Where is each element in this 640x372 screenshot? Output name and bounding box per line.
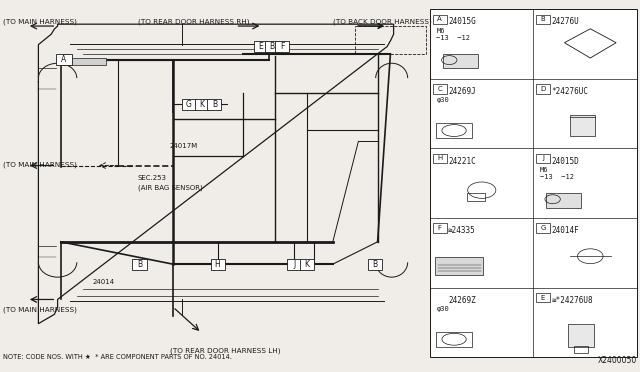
- Text: 24015D: 24015D: [552, 157, 579, 166]
- Text: φ30: φ30: [436, 306, 449, 312]
- Bar: [287, 259, 301, 270]
- Bar: [368, 259, 382, 270]
- Bar: [435, 257, 483, 275]
- Bar: [536, 15, 550, 24]
- Text: NOTE: CODE NOS. WITH ★  * ARE COMPONENT PARTS OF NO. 24014.: NOTE: CODE NOS. WITH ★ * ARE COMPONENT P…: [3, 354, 232, 360]
- Text: X2400050: X2400050: [598, 356, 637, 365]
- Text: 24276U: 24276U: [552, 17, 579, 26]
- Text: 24017M: 24017M: [170, 143, 198, 149]
- Bar: [300, 259, 314, 270]
- Bar: [568, 324, 595, 347]
- Text: 24014: 24014: [93, 279, 115, 285]
- Text: 24014F: 24014F: [552, 226, 579, 235]
- Text: (AIR BAG SENSOR): (AIR BAG SENSOR): [138, 184, 202, 190]
- Text: H: H: [437, 155, 442, 161]
- Text: (TO MAIN HARNESS): (TO MAIN HARNESS): [3, 162, 77, 168]
- Text: E: E: [541, 295, 545, 301]
- Text: M6
−13  −12: M6 −13 −12: [436, 28, 470, 41]
- Bar: [254, 41, 268, 52]
- Text: ≅24335: ≅24335: [448, 226, 476, 235]
- Bar: [433, 223, 447, 233]
- Bar: [182, 99, 196, 110]
- Bar: [433, 154, 447, 163]
- Text: G: G: [186, 100, 192, 109]
- Text: M6
−13  −12: M6 −13 −12: [540, 167, 574, 180]
- Bar: [443, 54, 478, 68]
- Text: (TO MAIN HARNESS): (TO MAIN HARNESS): [3, 307, 77, 313]
- Text: C: C: [437, 86, 442, 92]
- Bar: [63, 54, 69, 58]
- Text: K: K: [199, 100, 204, 109]
- Text: 24015G: 24015G: [448, 17, 476, 26]
- Bar: [547, 193, 582, 208]
- Bar: [574, 346, 588, 353]
- Text: (TO BACK DOOR HARNESS): (TO BACK DOOR HARNESS): [333, 19, 431, 25]
- Text: A: A: [437, 16, 442, 22]
- Text: F: F: [438, 225, 442, 231]
- Text: φ30: φ30: [436, 97, 449, 103]
- Text: 24269Z: 24269Z: [448, 296, 476, 305]
- Text: (TO REAR DOOR HARNESS RH): (TO REAR DOOR HARNESS RH): [138, 19, 249, 25]
- Text: B: B: [541, 16, 545, 22]
- Text: J: J: [293, 260, 296, 269]
- Bar: [275, 41, 289, 52]
- Text: B: B: [137, 260, 142, 269]
- Text: A: A: [61, 55, 67, 64]
- Bar: [430, 9, 637, 357]
- Bar: [211, 259, 225, 270]
- Text: (TO REAR DOOR HARNESS LH): (TO REAR DOOR HARNESS LH): [170, 348, 280, 354]
- Bar: [132, 259, 147, 270]
- Bar: [433, 15, 447, 24]
- Bar: [536, 293, 550, 302]
- Bar: [536, 223, 550, 233]
- Bar: [56, 54, 72, 65]
- Text: B: B: [212, 100, 217, 109]
- Text: (TO MAIN HARNESS): (TO MAIN HARNESS): [3, 19, 77, 25]
- Bar: [63, 58, 106, 65]
- Bar: [570, 115, 595, 136]
- Text: K: K: [305, 260, 310, 269]
- Bar: [195, 99, 209, 110]
- Text: *24276UC: *24276UC: [552, 87, 588, 96]
- Text: 24221C: 24221C: [448, 157, 476, 166]
- Bar: [436, 332, 472, 347]
- Text: J: J: [542, 155, 544, 161]
- Text: E: E: [259, 42, 264, 51]
- Bar: [433, 84, 447, 94]
- Text: ≅*24276U8: ≅*24276U8: [552, 296, 593, 305]
- Bar: [355, 26, 426, 54]
- Bar: [467, 193, 485, 201]
- Text: G: G: [540, 225, 546, 231]
- Bar: [536, 84, 550, 94]
- Bar: [436, 123, 472, 138]
- Text: B: B: [269, 42, 275, 51]
- Text: F: F: [280, 42, 284, 51]
- Text: H: H: [215, 260, 220, 269]
- Text: 24269J: 24269J: [448, 87, 476, 96]
- Bar: [265, 41, 279, 52]
- Bar: [207, 99, 221, 110]
- Bar: [536, 154, 550, 163]
- Text: D: D: [540, 86, 546, 92]
- Text: B: B: [372, 260, 378, 269]
- Text: SEC.253: SEC.253: [138, 175, 166, 181]
